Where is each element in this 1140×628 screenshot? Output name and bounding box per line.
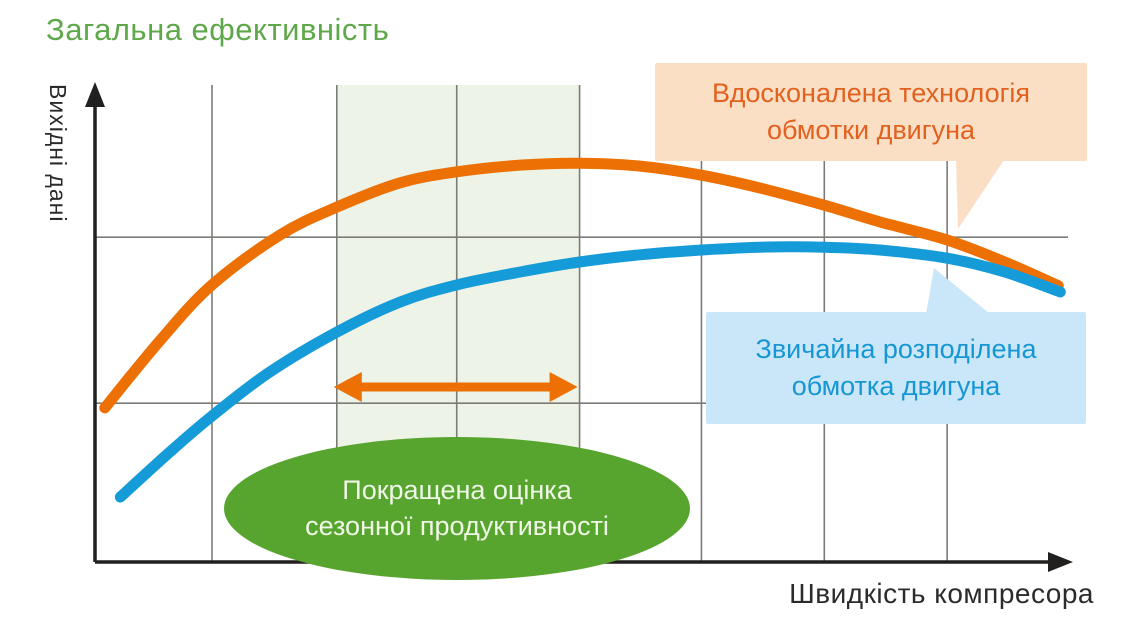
y-axis-label: Вихідні дані xyxy=(45,84,71,223)
series-conventional-curve xyxy=(114,241,1066,503)
range-arrow-right-head xyxy=(549,371,578,402)
ellipse-line1: Покращена оцінка xyxy=(342,475,572,506)
series-improved-curve xyxy=(99,157,1064,414)
callout-conventional-line2: обмотка двигуна xyxy=(791,371,1001,401)
callout-improved-line2: обмотки двигуна xyxy=(766,115,976,145)
ellipse-line2: сезонної продуктивності xyxy=(305,510,609,541)
range-arrow-left-head xyxy=(333,371,362,402)
y-axis-arrowhead xyxy=(85,82,105,107)
callout-conventional-tail xyxy=(926,268,990,314)
page-title: Загальна ефективність xyxy=(46,12,390,47)
callout-conventional-winding: Звичайна розподілена обмотка двигуна xyxy=(706,312,1086,424)
seasonal-performance-ellipse: Покращена оцінка сезонної продуктивності xyxy=(224,437,690,580)
callout-improved-winding: Вдосконалена технологія обмотки двигуна xyxy=(655,63,1087,161)
callout-conventional-line1: Звичайна розподілена xyxy=(755,333,1037,364)
x-axis-label: Швидкість компресора xyxy=(789,578,1094,609)
x-axis-arrowhead xyxy=(1048,552,1073,572)
callout-improved-tail xyxy=(956,160,1004,229)
callout-improved-line1: Вдосконалена технологія xyxy=(711,77,1031,108)
